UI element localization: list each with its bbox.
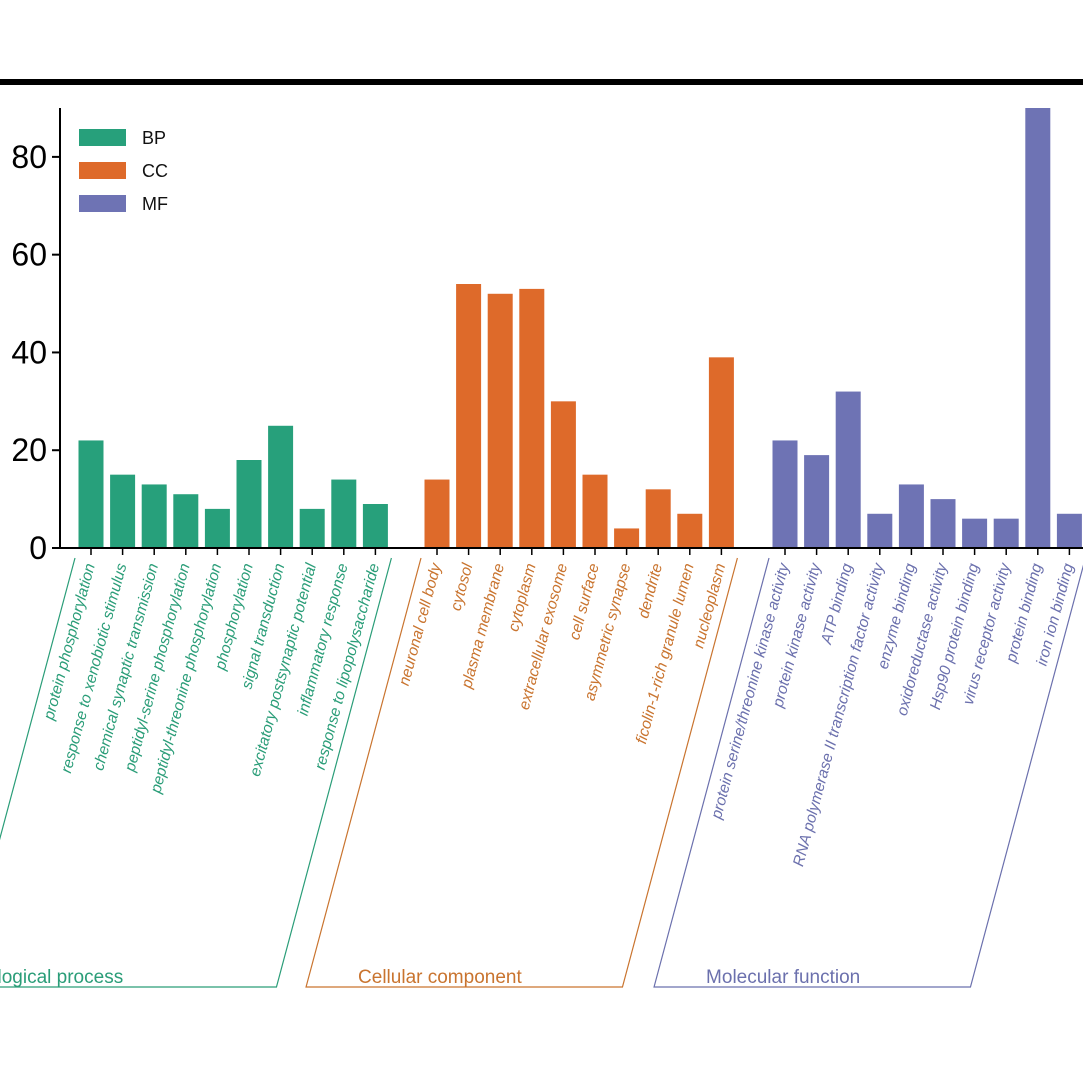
y-tick-label: 20 [11, 432, 47, 468]
bar-cc [614, 528, 640, 548]
x-axis [60, 547, 1083, 555]
bar-cc [424, 479, 450, 548]
group-name-label: Cellular component [358, 967, 522, 988]
bar-bp [110, 474, 136, 548]
bar-bp [299, 508, 325, 548]
bar-bp [331, 479, 357, 548]
group-frames: Biological process Cellular component Mole… [0, 557, 1083, 988]
bar-cc [487, 293, 513, 548]
bar-mf [835, 391, 861, 548]
bar-bp [78, 440, 104, 548]
bar-cc [519, 288, 545, 548]
group-frame-cc [305, 557, 738, 988]
group-name-label: Molecular function [706, 967, 860, 988]
legend-swatch-mf [79, 195, 126, 212]
bar-mf [804, 455, 830, 548]
bar-cc [645, 489, 671, 548]
bars [78, 108, 1082, 548]
bar-cc [677, 513, 703, 548]
bar-bp [141, 484, 167, 548]
bar-mf [930, 499, 956, 548]
bar-mf [867, 513, 893, 548]
legend-swatch-bp [79, 129, 126, 146]
bar-bp [362, 504, 388, 548]
legend-label-mf: MF [142, 194, 168, 214]
bar-cc [708, 357, 734, 548]
bar-bp [268, 425, 294, 548]
bar-mf [1025, 108, 1051, 548]
legend-label-cc: CC [142, 161, 168, 181]
y-tick-label: 80 [11, 139, 47, 175]
legend-label-bp: BP [142, 128, 166, 148]
bar-bp [204, 508, 230, 548]
bar-mf [993, 518, 1019, 548]
y-axis: 0 20 40 60 80 [11, 108, 61, 566]
bar-cc [550, 401, 576, 548]
y-tick-label: 40 [11, 334, 47, 370]
legend-swatch-cc [79, 162, 126, 179]
group-name-label: Biological process [0, 967, 123, 988]
legend: BP CC MF [79, 128, 168, 214]
bar-mf [772, 440, 798, 548]
bar-cc [456, 284, 482, 548]
group-frame-mf [653, 557, 1083, 988]
bar-bp [236, 460, 262, 548]
bar-mf [1056, 513, 1082, 548]
bar-cc [582, 474, 608, 548]
y-tick-label: 60 [11, 237, 47, 273]
y-tick-label: 0 [29, 530, 47, 566]
bar-mf [962, 518, 988, 548]
bar-mf [898, 484, 924, 548]
group-frame-bp [0, 557, 392, 988]
bar-bp [173, 494, 199, 548]
